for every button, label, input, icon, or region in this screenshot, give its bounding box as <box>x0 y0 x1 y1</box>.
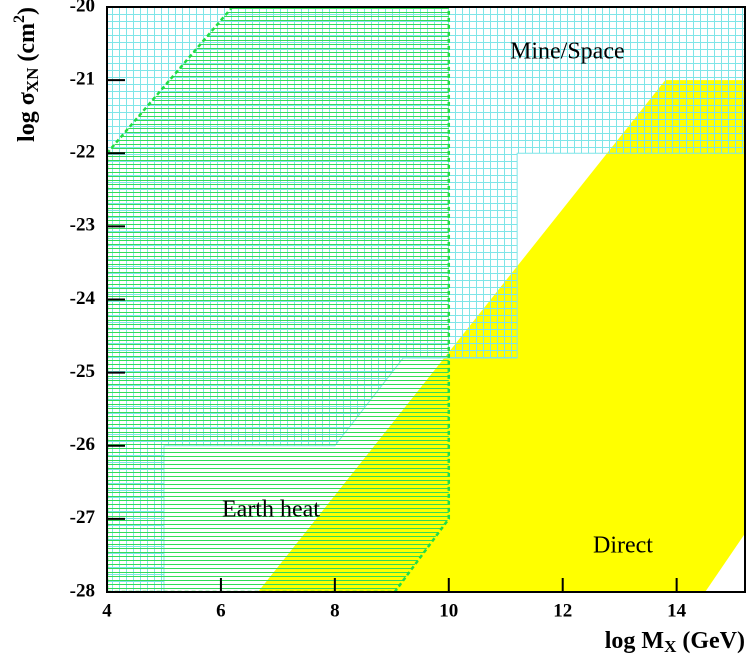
y-tick-label: -25 <box>70 361 95 382</box>
y-tick-label: -23 <box>70 215 95 236</box>
y-tick-label: -27 <box>70 507 96 528</box>
x-axis-label: log MX (GeV) <box>605 628 745 656</box>
x-tick-label: 6 <box>216 600 226 621</box>
x-tick-label: 10 <box>439 600 458 621</box>
y-tick-label: -20 <box>70 0 95 16</box>
region-label: Earth heat <box>222 497 320 523</box>
x-tick-label: 14 <box>667 600 687 621</box>
y-tick-label: -22 <box>70 142 95 163</box>
x-tick-label: 12 <box>553 600 572 621</box>
x-tick-label: 8 <box>330 600 340 621</box>
y-tick-label: -26 <box>70 434 95 455</box>
y-tick-label: -21 <box>70 68 95 89</box>
y-axis-label: log σXN (cm2) <box>11 7 42 142</box>
x-tick-label: 4 <box>102 600 112 621</box>
regions <box>107 7 745 592</box>
region-label: Direct <box>593 533 653 559</box>
region-label: Mine/Space <box>510 39 625 65</box>
y-tick-label: -24 <box>70 288 96 309</box>
y-tick-label: -28 <box>70 580 95 601</box>
region <box>107 7 451 592</box>
